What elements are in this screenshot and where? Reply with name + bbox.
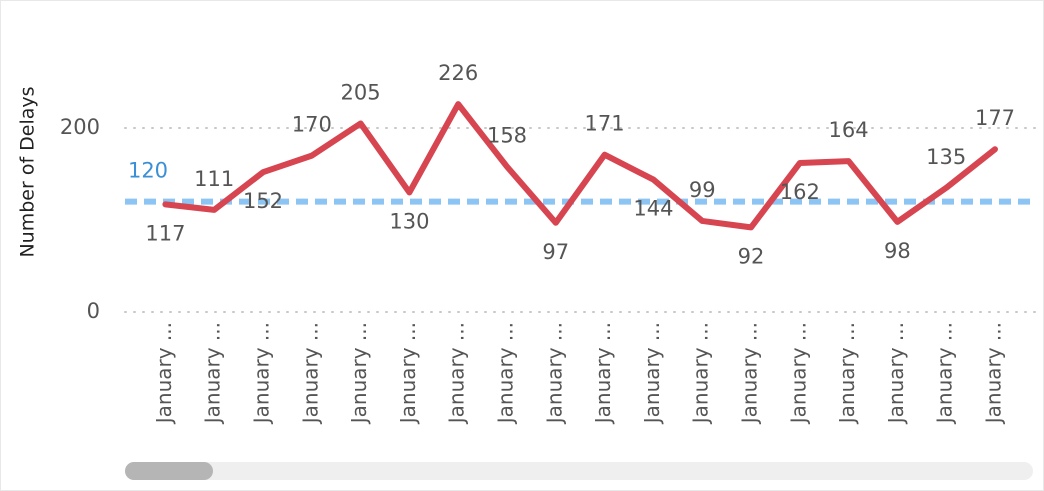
data-label: 130	[389, 209, 429, 233]
x-tick-label: January ...	[835, 322, 859, 425]
y-tick-label: 200	[60, 115, 100, 139]
x-tick-label: January ...	[689, 322, 713, 425]
data-label: 164	[829, 118, 869, 142]
data-label: 226	[438, 61, 478, 85]
data-label: 152	[243, 189, 283, 213]
data-label: 205	[341, 80, 381, 104]
data-label: 135	[926, 145, 966, 169]
data-label: 158	[487, 124, 527, 148]
y-axis-title: Number of Delays	[17, 86, 39, 257]
data-label: 177	[975, 106, 1015, 130]
data-label: 162	[780, 180, 820, 204]
data-label: 99	[689, 178, 716, 202]
data-label: 111	[194, 167, 234, 191]
x-tick-label: January ...	[786, 322, 810, 425]
x-tick-label: January ...	[542, 322, 566, 425]
data-label: 92	[738, 244, 765, 268]
data-label: 171	[585, 112, 625, 136]
data-label: 117	[145, 221, 185, 245]
x-tick-label: January ...	[640, 322, 664, 425]
data-label: 98	[884, 239, 911, 263]
x-tick-label: January ...	[250, 322, 274, 425]
x-tick-label: January ...	[738, 322, 762, 425]
x-tick-label: January ...	[347, 322, 371, 425]
x-tick-label: January ...	[152, 322, 176, 425]
x-tick-label: January ...	[298, 322, 322, 425]
reference-label: 120	[128, 159, 168, 183]
x-tick-label: January ...	[933, 322, 957, 425]
data-label: 144	[633, 197, 673, 221]
x-tick-label: January ...	[445, 322, 469, 425]
x-tick-label: January ...	[884, 322, 908, 425]
x-tick-label: January ...	[591, 322, 615, 425]
x-tick-label: January ...	[201, 322, 225, 425]
x-tick-label: January ...	[396, 322, 420, 425]
scrollbar-thumb[interactable]	[125, 462, 213, 480]
data-label: 170	[292, 113, 332, 137]
line	[162, 101, 998, 231]
x-tick-label: January ...	[982, 322, 1006, 425]
scrollbar-track[interactable]	[125, 462, 1033, 480]
y-tick-label: 0	[87, 299, 100, 323]
x-tick-label: January ...	[494, 322, 518, 425]
data-label: 97	[542, 240, 569, 264]
